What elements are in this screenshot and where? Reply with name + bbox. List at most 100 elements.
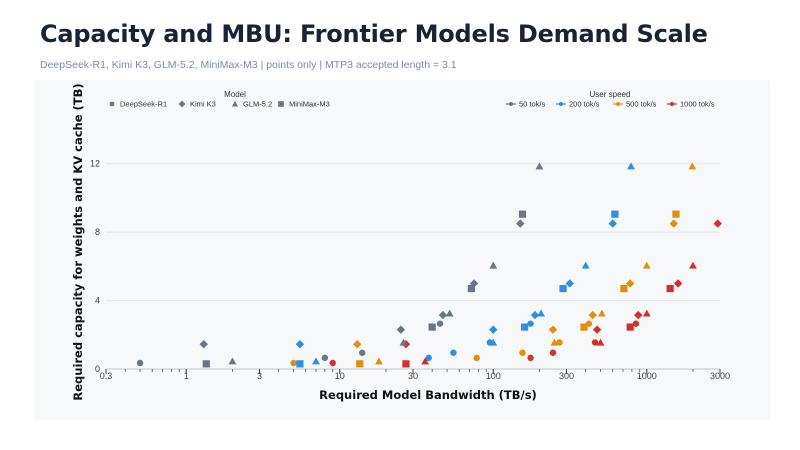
data-point-triangle [228, 357, 237, 365]
axis-layer: 0 4 8 12 0.3 1 3 10 30 100 300 1000 3000 [90, 159, 730, 381]
data-point-square [666, 284, 674, 293]
data-point-circle [450, 349, 457, 356]
data-point-square [580, 323, 588, 331]
x-tick-label: 30 [408, 371, 418, 381]
data-point-square [559, 284, 567, 293]
data-point-circle [425, 354, 432, 362]
data-point-square [402, 360, 410, 368]
legend-layer: Model User speed DeepSeek-R1 Kimi K3 GLM-5… [109, 90, 715, 109]
x-axis-title: Required Model Bandwidth (TB/s) [319, 388, 537, 402]
data-point-triangle [550, 338, 559, 346]
data-point-circle [436, 320, 444, 327]
data-point-circle [591, 339, 599, 346]
x-tick-label: 10 [335, 371, 345, 381]
data-point-square [620, 284, 628, 293]
x-tick-label: 1000 [637, 371, 657, 381]
data-point-square [611, 210, 619, 218]
data-point-square [428, 323, 436, 331]
data-point-triangle [642, 309, 651, 317]
model-legend-label: Kimi K3 [190, 100, 216, 109]
model-legend-title: Model [224, 90, 246, 99]
data-point-diamond [516, 219, 525, 228]
speed-legend-label: 500 tok/s [626, 100, 657, 109]
data-point-diamond [396, 325, 406, 334]
data-point-circle [136, 359, 144, 367]
x-tick-label: 3 [257, 371, 262, 381]
grid-layer [106, 163, 720, 370]
data-point-triangle [375, 357, 383, 365]
page-title: Capacity and MBU: Frontier Models Demand… [40, 20, 708, 48]
data-point-diamond [588, 310, 597, 320]
data-point-diamond [199, 339, 208, 349]
data-point-diamond [353, 339, 362, 349]
model-legend-marker-triangle [231, 100, 239, 107]
data-point-diamond [295, 339, 305, 349]
data-point-triangle [597, 309, 606, 317]
data-point-diamond [530, 310, 540, 320]
data-point-triangle [445, 309, 454, 317]
data-point-circle [290, 359, 297, 367]
data-point-circle [358, 349, 366, 356]
data-point-triangle [489, 261, 498, 269]
speed-legend-dot [616, 102, 620, 106]
model-legend-marker-circle [109, 101, 115, 107]
data-point-triangle [399, 338, 408, 346]
y-tick-label: 4 [95, 296, 100, 306]
data-point-square [518, 210, 527, 218]
y-tick-label: 0 [95, 364, 100, 374]
data-point-circle [556, 339, 563, 346]
data-point-diamond [625, 279, 635, 288]
speed-legend-dot [509, 102, 513, 106]
model-legend-marker-square [278, 101, 284, 107]
data-point-triangle [688, 162, 697, 170]
model-legend-label: DeepSeek-R1 [120, 100, 167, 109]
speed-legend-dot [670, 102, 674, 106]
y-axis-title: Required capacity for weights and KV cac… [71, 83, 85, 400]
data-point-diamond [592, 325, 602, 334]
data-point-square [626, 323, 634, 331]
speed-legend-title: User speed [590, 90, 631, 99]
data-point-circle [321, 354, 329, 362]
x-tick-label: 0.3 [100, 371, 113, 381]
data-point-triangle [596, 338, 605, 346]
points-layer [136, 162, 722, 368]
speed-legend-label: 200 tok/s [569, 100, 600, 109]
data-point-triangle [642, 261, 651, 269]
model-legend-label: MiniMax-M3 [289, 100, 330, 109]
data-point-triangle [489, 338, 498, 346]
data-point-circle [329, 359, 336, 367]
page-subtitle: DeepSeek-R1, Kimi K3, GLM-5.2, MiniMax-M… [40, 59, 457, 71]
x-tick-label: 3000 [710, 371, 730, 381]
data-point-diamond [713, 219, 722, 228]
speed-legend-dot [559, 102, 563, 106]
data-point-diamond [565, 279, 574, 288]
data-point-triangle [689, 261, 697, 269]
model-legend-marker-diamond [178, 100, 186, 108]
model-legend-label: GLM-5.2 [243, 100, 272, 109]
speed-legend-label: 50 tok/s [519, 100, 546, 109]
y-tick-label: 12 [90, 159, 100, 169]
x-tick-label: 300 [559, 371, 574, 381]
data-point-square [467, 284, 475, 293]
data-point-triangle [421, 357, 430, 365]
data-point-circle [527, 354, 534, 362]
data-point-square [520, 323, 529, 331]
data-point-square [202, 360, 210, 368]
data-point-diamond [608, 219, 617, 228]
data-point-circle [632, 320, 640, 327]
x-tick-label: 100 [486, 371, 501, 381]
data-point-square [296, 360, 304, 368]
data-point-circle [519, 349, 526, 356]
data-point-diamond [489, 325, 498, 334]
y-tick-label: 8 [95, 227, 100, 237]
data-point-circle [473, 354, 480, 362]
data-point-square [356, 360, 364, 368]
data-point-diamond [548, 325, 558, 334]
data-point-triangle [581, 261, 590, 269]
data-point-circle [527, 320, 534, 327]
data-point-diamond [669, 219, 678, 228]
data-point-circle [549, 349, 557, 356]
data-point-square [672, 210, 680, 218]
x-tick-label: 1 [184, 371, 189, 381]
